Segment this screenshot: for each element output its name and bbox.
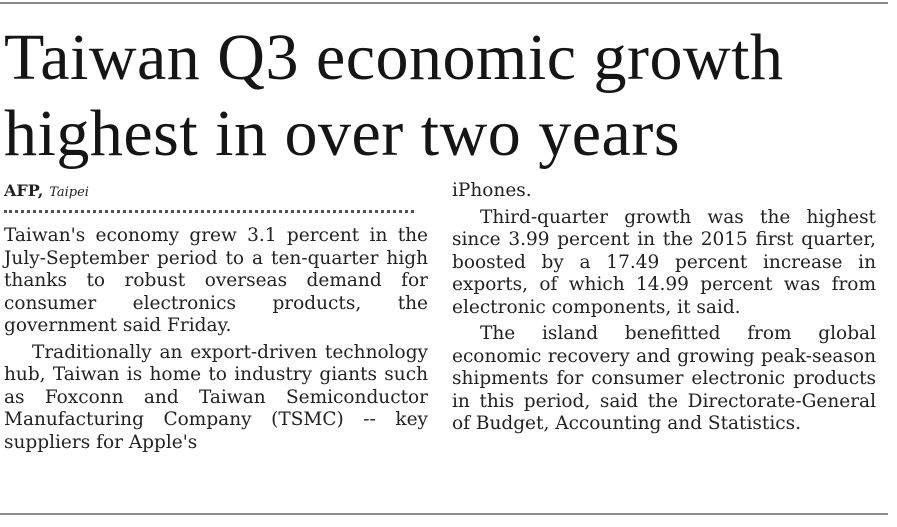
top-rule (0, 2, 888, 4)
headline: Taiwan Q3 economic growth highest in ove… (4, 21, 784, 170)
article-column-right: iPhones. Third-quarter growth was the hi… (452, 180, 876, 436)
byline-place: Taipei (49, 185, 89, 200)
byline: AFP, Taipei (4, 180, 428, 202)
paragraph: Taiwan's economy grew 3.1 percent in the… (4, 225, 428, 336)
paragraph: Traditionally an export-driven technolog… (4, 341, 428, 453)
paragraph-continuation: iPhones. (452, 180, 532, 201)
dotted-divider (4, 210, 414, 213)
bottom-rule (0, 513, 888, 515)
paragraph: Third-quarter growth was the highest sin… (452, 206, 876, 318)
paragraph: The island benefitted from global econom… (452, 323, 876, 434)
article-column-left: AFP, Taipei Taiwan's economy grew 3.1 pe… (4, 180, 428, 454)
byline-agency: AFP, (4, 181, 44, 200)
